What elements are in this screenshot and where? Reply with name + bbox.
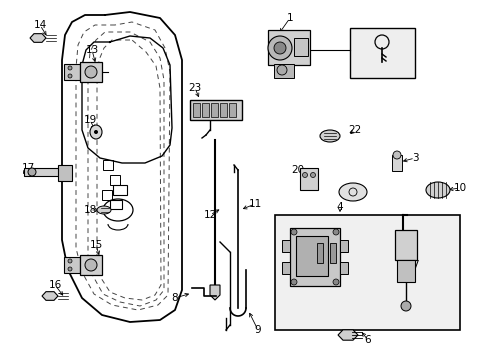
Text: 7: 7 [411,260,417,270]
Text: 17: 17 [21,163,35,173]
Bar [103,160,113,170]
Bar [394,230,416,260]
Polygon shape [282,240,289,252]
Bar [64,257,80,273]
Text: 19: 19 [83,115,97,125]
Text: 8: 8 [171,293,178,303]
Bar [228,103,236,117]
Text: 14: 14 [33,20,46,30]
Bar [289,228,339,286]
Text: 9: 9 [254,325,261,335]
Text: 22: 22 [347,125,361,135]
Bar [193,103,200,117]
Text: 15: 15 [89,240,102,250]
Bar [102,190,112,200]
Circle shape [310,172,315,177]
Bar [329,243,335,263]
Bar [273,64,293,78]
Polygon shape [42,292,58,300]
Bar [64,64,80,80]
Polygon shape [209,285,220,300]
Ellipse shape [338,183,366,201]
Text: 10: 10 [452,183,466,193]
Polygon shape [282,262,289,274]
Circle shape [302,172,307,177]
Text: 23: 23 [188,83,201,93]
Circle shape [68,74,72,78]
Circle shape [332,279,338,285]
Circle shape [392,151,400,159]
Bar [190,100,242,120]
Bar [293,38,307,56]
Text: 18: 18 [83,205,97,215]
Circle shape [85,259,97,271]
Bar [110,175,120,185]
Text: 6: 6 [364,335,370,345]
Bar [396,260,414,282]
Bar [24,168,60,176]
Circle shape [94,130,98,134]
Circle shape [276,65,286,75]
Bar [220,103,226,117]
Ellipse shape [90,125,102,139]
Circle shape [273,42,285,54]
Text: 13: 13 [85,45,99,55]
Bar [210,103,218,117]
Bar [299,168,317,190]
Text: 1: 1 [286,13,293,23]
Bar [316,243,323,263]
Bar [80,255,102,275]
Circle shape [68,66,72,70]
Circle shape [290,229,296,235]
Polygon shape [339,240,347,252]
Text: 11: 11 [248,199,261,209]
Bar [274,215,459,330]
Circle shape [267,36,291,60]
Text: 20: 20 [291,165,304,175]
Text: 2: 2 [406,45,412,55]
Ellipse shape [425,182,449,198]
Ellipse shape [319,130,339,142]
Circle shape [400,301,410,311]
Text: 21: 21 [351,185,364,195]
Bar [295,236,327,276]
Bar [202,103,208,117]
Bar [391,155,401,171]
Circle shape [68,259,72,263]
Circle shape [28,168,36,176]
Text: 5: 5 [294,238,301,248]
Circle shape [332,229,338,235]
Ellipse shape [97,206,111,214]
Bar [110,200,122,209]
Circle shape [68,267,72,271]
Bar [58,165,72,181]
Polygon shape [337,330,357,340]
Text: 3: 3 [411,153,417,163]
Bar [80,62,102,82]
Bar [267,30,309,65]
Bar [349,28,414,78]
Text: 12: 12 [203,210,216,220]
Text: 4: 4 [336,202,343,212]
Bar [113,185,127,195]
Polygon shape [30,34,46,42]
Text: 16: 16 [48,280,61,290]
Circle shape [85,66,97,78]
Polygon shape [339,262,347,274]
Circle shape [290,279,296,285]
